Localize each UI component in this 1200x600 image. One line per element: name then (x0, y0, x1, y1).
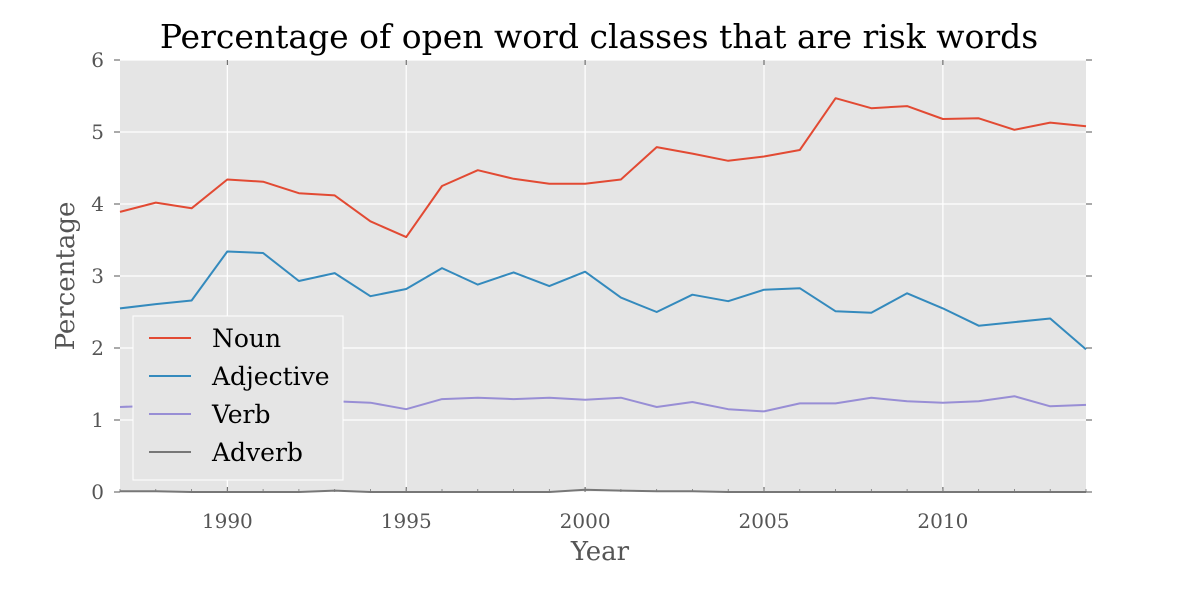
x-tick-label: 2000 (560, 509, 611, 533)
series-line-adjective (119, 250, 1087, 351)
legend-label: Adverb (211, 438, 303, 467)
y-tick-label: 0 (91, 480, 104, 504)
x-tick-label: 2010 (917, 509, 968, 533)
y-axis-label: Percentage (51, 202, 81, 351)
y-tick-label: 2 (91, 336, 104, 360)
legend-label: Verb (211, 400, 271, 429)
legend: Noun Adjective Verb Adverb (132, 315, 344, 481)
series-line-noun (119, 97, 1087, 239)
y-tick-label: 4 (91, 192, 104, 216)
y-tick-label: 3 (91, 264, 104, 288)
x-tick-label: 2005 (739, 509, 790, 533)
legend-label: Noun (212, 324, 281, 353)
chart-title: Percentage of open word classes that are… (160, 17, 1038, 56)
x-tick-label: 1990 (202, 509, 253, 533)
x-axis-label: Year (570, 537, 630, 567)
series-line-adverb (120, 488, 1086, 493)
axis-ticks: 1990 1995 2000 2005 2010 0 1 2 3 4 5 6 (91, 48, 1092, 533)
y-tick-label: 1 (91, 408, 104, 432)
y-tick-label: 5 (91, 120, 104, 144)
x-tick-label: 1995 (381, 509, 432, 533)
legend-label: Adjective (211, 362, 330, 391)
y-tick-label: 6 (91, 48, 104, 72)
